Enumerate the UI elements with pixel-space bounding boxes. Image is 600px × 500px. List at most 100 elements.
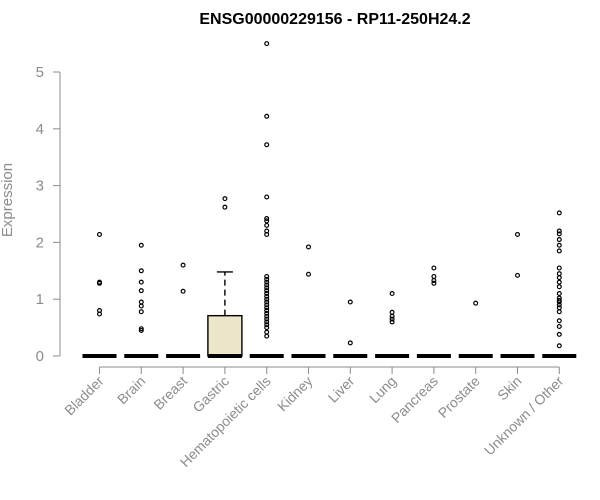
outlier-point (138, 327, 144, 333)
outlier-point (389, 316, 395, 322)
box-group (124, 242, 159, 358)
y-axis-label: Expression (0, 163, 16, 237)
outlier-point (556, 237, 562, 243)
outlier-point (138, 326, 144, 332)
outlier-point (556, 343, 562, 349)
outlier-point (556, 210, 562, 216)
outlier-point (556, 275, 562, 281)
y-tick-label: 1 (36, 291, 44, 308)
x-tick-label: Prostate (435, 373, 483, 421)
outlier-point (138, 242, 144, 248)
outlier-point (431, 265, 437, 271)
outlier-point (556, 248, 562, 254)
outlier-point (96, 231, 102, 237)
outlier-point (264, 276, 270, 282)
y-tick-label: 4 (36, 121, 44, 138)
outlier-point (556, 291, 562, 297)
outlier-point (264, 299, 270, 305)
x-tick-label: Brain (114, 373, 148, 407)
outlier-point (222, 196, 228, 202)
outlier-point (556, 284, 562, 290)
outlier-point (556, 302, 562, 308)
box-group (375, 291, 410, 358)
outlier-point (180, 288, 186, 294)
outlier-point (431, 277, 437, 283)
outlier-point (264, 194, 270, 200)
outlier-point (556, 242, 562, 248)
box-group (249, 41, 284, 358)
outlier-point (96, 311, 102, 317)
box-group (416, 265, 451, 358)
outlier-point (556, 331, 562, 337)
box-group (500, 231, 535, 358)
x-tick-label: Liver (325, 373, 358, 406)
y-tick-label: 5 (36, 64, 44, 81)
outlier-point (264, 313, 270, 319)
outlier-point (138, 303, 144, 309)
outlier-point (556, 279, 562, 285)
outlier-point (556, 305, 562, 311)
outlier-point (264, 231, 270, 237)
box-group (207, 196, 243, 358)
outlier-point (264, 296, 270, 302)
outlier-point (264, 291, 270, 297)
outlier-point (180, 262, 186, 268)
y-tick-label: 0 (36, 348, 44, 365)
x-tick-label: Breast (150, 373, 190, 413)
outlier-point (556, 323, 562, 329)
outlier-point (264, 142, 270, 148)
x-tick-label: Lung (366, 373, 399, 406)
outlier-point (264, 113, 270, 119)
x-tick-label: Kidney (274, 373, 316, 415)
outlier-point (138, 288, 144, 294)
box (207, 314, 243, 357)
outlier-point (556, 299, 562, 305)
outlier-point (556, 231, 562, 237)
outlier-point (264, 293, 270, 299)
outlier-point (264, 310, 270, 316)
box-group (542, 210, 577, 358)
outlier-point (431, 280, 437, 286)
box-group (291, 244, 326, 358)
box-group (458, 300, 493, 358)
outlier-point (514, 231, 520, 237)
outlier-point (389, 309, 395, 315)
x-tick-label: Unknown / Other (481, 373, 567, 459)
outlier-point (556, 297, 562, 303)
outlier-point (222, 204, 228, 210)
outlier-point (431, 273, 437, 279)
outlier-point (138, 279, 144, 285)
y-axis: 0 1 2 3 4 5 (36, 64, 61, 365)
outlier-point (264, 325, 270, 331)
outlier-point (264, 322, 270, 328)
outlier-point (556, 228, 562, 234)
box-group (333, 299, 368, 358)
outlier-point (264, 308, 270, 314)
outlier-point (264, 316, 270, 322)
outlier-point (264, 216, 270, 222)
outlier-point (556, 318, 562, 324)
outlier-point (264, 279, 270, 285)
chart-title: ENSG00000229156 - RP11-250H24.2 (199, 11, 470, 28)
outlier-point (138, 268, 144, 274)
outlier-point (473, 300, 479, 306)
outlier-point (264, 305, 270, 311)
box-group (166, 262, 201, 358)
outlier-point (264, 222, 270, 228)
outlier-point (96, 280, 102, 286)
outlier-point (264, 285, 270, 291)
box-group (82, 231, 117, 358)
y-tick-label: 2 (36, 234, 44, 251)
outlier-point (264, 273, 270, 279)
outlier-point (264, 329, 270, 335)
outlier-point (306, 244, 312, 250)
outlier-point (389, 319, 395, 325)
outlier-point (264, 282, 270, 288)
outlier-point (306, 271, 312, 277)
outlier-point (556, 309, 562, 315)
x-tick-label: Skin (494, 373, 525, 404)
outlier-point (347, 340, 353, 346)
outlier-point (138, 309, 144, 315)
